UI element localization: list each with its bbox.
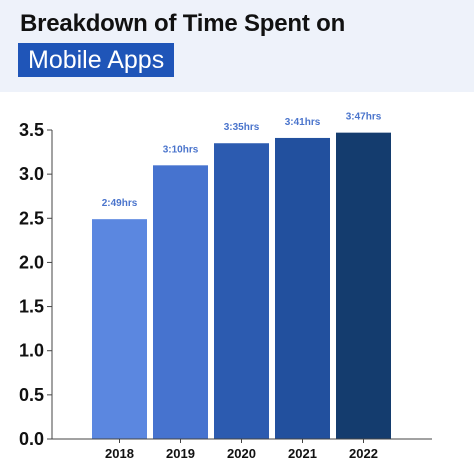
x-tick-label-2019: 2019 [166,446,195,461]
x-tick-label-2020: 2020 [227,446,256,461]
data-label-2020: 3:35hrs [224,122,260,133]
bar-2018 [92,219,147,439]
data-label-2019: 3:10hrs [163,144,199,155]
bar-2019 [153,165,208,440]
bar-2021 [275,137,330,439]
bars [92,132,391,440]
y-tick-label: 1.0 [19,341,44,361]
data-labels: 2:49hrs 3:10hrs 3:35hrs 3:41hrs 3:47hrs [102,112,382,210]
x-tick-label-2018: 2018 [105,446,134,461]
x-tick-label-2021: 2021 [288,446,317,461]
y-tick-label: 1.5 [19,297,44,317]
bar-2020 [214,143,269,439]
x-tick-label-2022: 2022 [349,446,378,461]
y-tick-label: 3.5 [19,120,44,140]
y-tick-label: 0.5 [19,385,44,405]
y-tick-label: 2.0 [19,252,44,272]
data-label-2018: 2:49hrs [102,198,138,209]
y-tick-label: 3.0 [19,164,44,184]
y-tick-label: 2.5 [19,208,44,228]
bar-2022 [336,132,391,440]
chart-title: Breakdown of Time Spent on [20,10,346,37]
y-tick-label: 0.0 [19,429,44,449]
data-label-2021: 3:41hrs [285,117,321,128]
chart-title-highlight: Mobile Apps [18,43,175,77]
x-axis-ticks: 2018 2019 2020 2021 2022 [105,439,378,461]
data-label-2022: 3:47hrs [346,112,382,123]
y-axis-ticks: 0.0 0.5 1.0 1.5 2.0 2.5 3.0 3.5 [19,120,52,449]
